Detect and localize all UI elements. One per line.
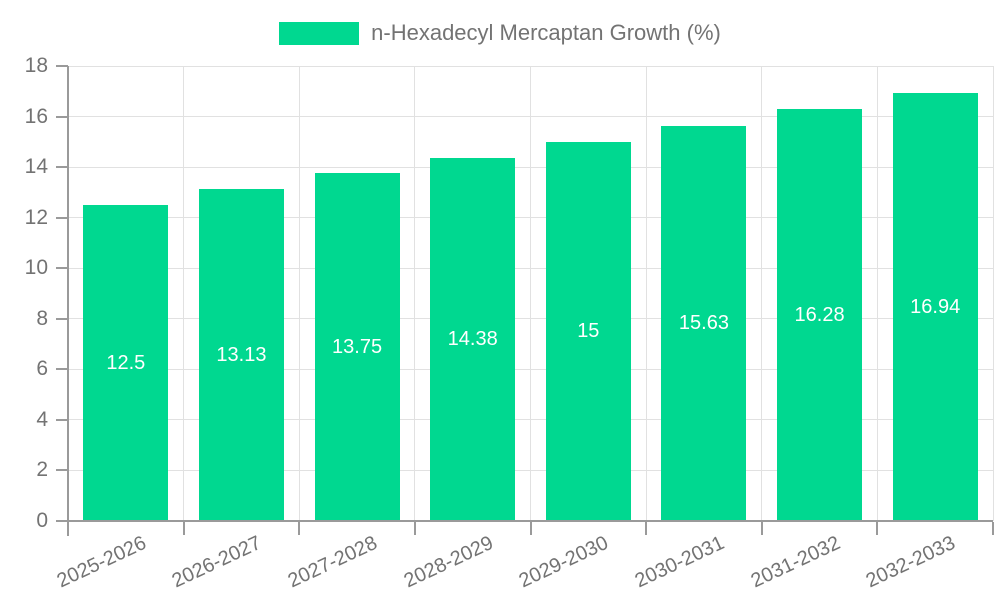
y-tick-mark [56,65,68,67]
bar-value-label: 16.28 [794,304,845,327]
x-tick-mark [529,522,532,535]
v-gridline [530,66,531,521]
bar-value-label: 13.75 [332,336,383,359]
bar[interactable]: 12.5 [83,205,169,521]
bar-value-label: 12.5 [106,352,146,375]
y-tick-mark [56,115,68,118]
y-tick-mark [56,317,68,320]
y-tick-label: 18 [24,54,48,77]
v-gridline [183,66,185,521]
y-tick-label: 14 [24,155,48,179]
bar[interactable]: 15.63 [661,125,747,521]
y-tick-mark [56,216,68,219]
x-axis-line [68,520,993,522]
bar[interactable]: 15 [545,141,631,521]
x-tick-mark [67,522,69,535]
bar-value-label: 16.94 [910,295,961,318]
y-tick-mark [56,368,68,371]
v-gridline [298,66,300,521]
v-gridline [876,66,878,521]
legend-swatch [279,21,360,45]
y-axis-line [67,66,69,536]
bar-value-label: 15.63 [678,312,729,335]
y-tick-label: 16 [24,104,48,128]
y-tick-label: 2 [36,458,48,482]
plot-area: 12.5 13.13 13.75 14.38 15 15.63 16.28 16.94 [68,65,994,521]
v-gridline [992,66,994,521]
v-gridline [645,66,647,521]
x-tick-mark [182,522,185,535]
v-gridline [414,66,416,521]
bar[interactable]: 14.38 [430,157,516,521]
y-tick-mark [56,520,68,522]
y-tick-label: 6 [36,357,48,381]
x-tick-mark [876,522,879,535]
x-tick-mark [645,522,648,535]
y-tick-mark [56,267,68,270]
y-tick-label: 0 [36,509,48,532]
y-tick-mark [56,469,68,472]
y-tick-mark [56,418,68,421]
bar-value-label: 15 [577,320,600,343]
x-tick-mark [992,522,994,535]
y-tick-mark [56,166,68,169]
y-tick-label: 8 [36,306,48,330]
bar-value-label: 13.13 [216,344,267,367]
bar[interactable]: 13.13 [198,189,284,521]
x-tick-mark [413,522,416,535]
bar[interactable]: 16.28 [777,109,863,521]
y-tick-label: 4 [36,407,48,431]
y-tick-label: 12 [24,205,48,229]
v-gridline [761,66,763,521]
bar-value-label: 14.38 [447,328,498,351]
x-tick-mark [760,522,763,535]
y-tick-label: 10 [24,256,48,280]
bar[interactable]: 13.75 [314,173,400,521]
legend[interactable]: n-Hexadecyl Mercaptan Growth (%) [0,20,1000,46]
legend-label: n-Hexadecyl Mercaptan Growth (%) [371,20,721,45]
bar[interactable]: 16.94 [892,92,978,521]
x-tick-mark [298,522,301,535]
